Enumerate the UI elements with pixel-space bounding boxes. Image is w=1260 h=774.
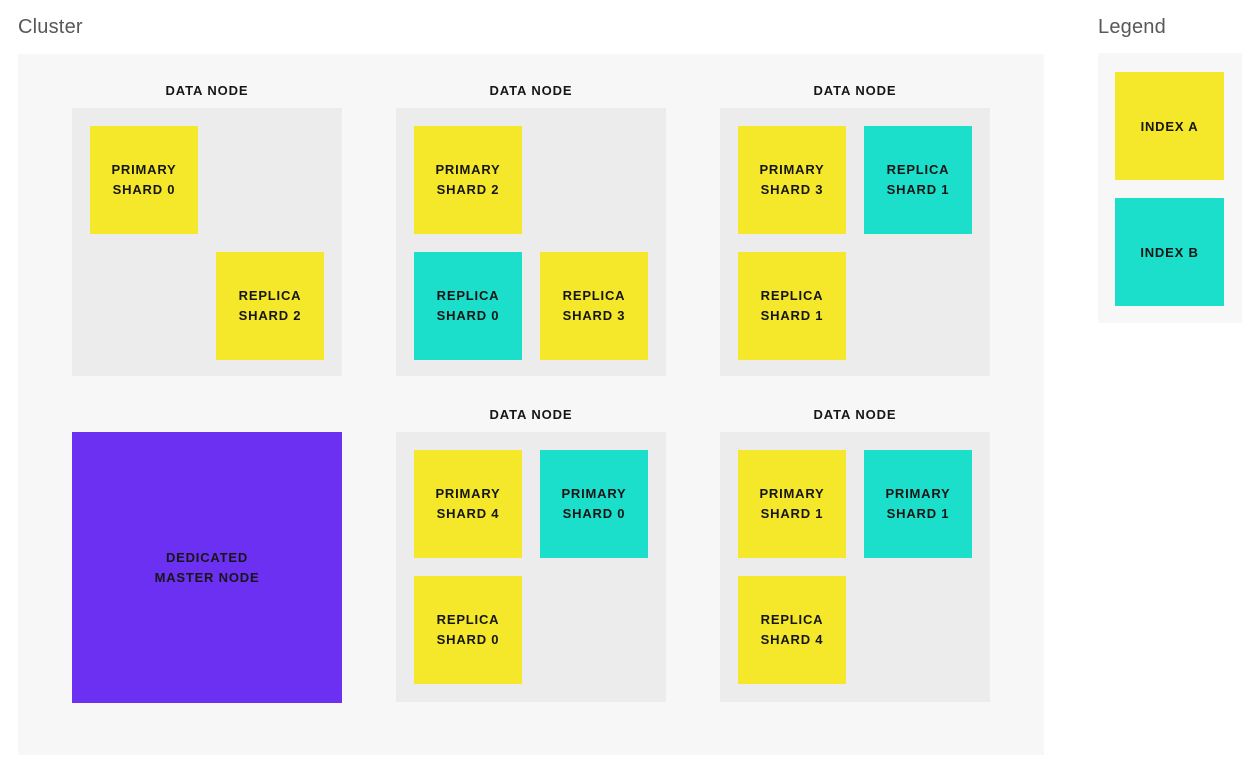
shard-label-line: PRIMARY: [759, 486, 825, 501]
shard-label-line: SHARD 4: [760, 632, 824, 647]
replica-shard-4: REPLICA SHARD 4: [738, 576, 846, 684]
primary-shard-1-index-b: PRIMARY SHARD 1: [864, 450, 972, 558]
data-node-box-3: PRIMARY SHARD 3 REPLICA SHARD 1 REPLICA …: [720, 108, 990, 376]
replica-shard-0-index-a: REPLICA SHARD 0: [414, 576, 522, 684]
data-node-label: DATA NODE: [489, 407, 573, 422]
primary-shard-3: PRIMARY SHARD 3: [738, 126, 846, 234]
shard-label-line: REPLICA: [436, 612, 500, 627]
shard-label-line: REPLICA: [760, 288, 824, 303]
shard-label-line: SHARD 3: [760, 182, 824, 197]
legend-panel: INDEX A INDEX B: [1098, 53, 1242, 323]
data-node-label: DATA NODE: [813, 407, 897, 422]
data-node-label: DATA NODE: [489, 83, 573, 98]
replica-shard-0: REPLICA SHARD 0: [414, 252, 522, 360]
shard-label-line: SHARD 2: [436, 182, 500, 197]
primary-shard-4: PRIMARY SHARD 4: [414, 450, 522, 558]
cluster-title: Cluster: [18, 16, 83, 38]
shard-label-line: PRIMARY: [435, 162, 501, 177]
shard-label-line: SHARD 0: [112, 182, 176, 197]
dedicated-master-node: DEDICATED MASTER NODE: [72, 432, 342, 703]
data-node-box-4: PRIMARY SHARD 4 PRIMARY SHARD 0 REPLICA …: [396, 432, 666, 702]
shard-label-line: REPLICA: [886, 162, 950, 177]
primary-shard-0-index-b: PRIMARY SHARD 0: [540, 450, 648, 558]
data-node-label: DATA NODE: [813, 83, 897, 98]
replica-shard-1-index-a: REPLICA SHARD 1: [738, 252, 846, 360]
primary-shard-2: PRIMARY SHARD 2: [414, 126, 522, 234]
shard-label-line: SHARD 1: [760, 308, 824, 323]
legend-title: Legend: [1098, 16, 1166, 38]
shard-label-line: SHARD 0: [436, 308, 500, 323]
shard-label-line: REPLICA: [436, 288, 500, 303]
data-node-box-2: PRIMARY SHARD 2 REPLICA SHARD 0 REPLICA …: [396, 108, 666, 376]
replica-shard-1-index-b: REPLICA SHARD 1: [864, 126, 972, 234]
data-node-box-5: PRIMARY SHARD 1 PRIMARY SHARD 1 REPLICA …: [720, 432, 990, 702]
shard-label-line: SHARD 3: [562, 308, 626, 323]
shard-label-line: SHARD 1: [760, 506, 824, 521]
legend-item-label: INDEX B: [1140, 244, 1199, 260]
shard-label-line: SHARD 1: [886, 182, 950, 197]
shard-label-line: REPLICA: [238, 288, 302, 303]
shard-label-line: PRIMARY: [885, 486, 951, 501]
shard-label-line: REPLICA: [760, 612, 824, 627]
shard-label-line: SHARD 1: [886, 506, 950, 521]
shard-label-line: SHARD 2: [238, 308, 302, 323]
shard-label-line: SHARD 0: [562, 506, 626, 521]
shard-label-line: PRIMARY: [759, 162, 825, 177]
master-node-label-line: DEDICATED: [165, 549, 249, 565]
legend-item-index-b: INDEX B: [1115, 198, 1224, 306]
shard-label-line: PRIMARY: [561, 486, 627, 501]
data-node-box-1: PRIMARY SHARD 0 REPLICA SHARD 2: [72, 108, 342, 376]
shard-label-line: PRIMARY: [435, 486, 501, 501]
cluster-panel: DATA NODE DATA NODE DATA NODE DATA NODE …: [18, 54, 1044, 755]
legend-item-index-a: INDEX A: [1115, 72, 1224, 180]
master-node-label-line: MASTER NODE: [154, 569, 260, 585]
legend-item-label: INDEX A: [1140, 118, 1199, 134]
primary-shard-1-index-a: PRIMARY SHARD 1: [738, 450, 846, 558]
primary-shard-0: PRIMARY SHARD 0: [90, 126, 198, 234]
replica-shard-2: REPLICA SHARD 2: [216, 252, 324, 360]
data-node-label: DATA NODE: [165, 83, 249, 98]
shard-label-line: REPLICA: [562, 288, 626, 303]
shard-label-line: SHARD 0: [436, 632, 500, 647]
shard-label-line: SHARD 4: [436, 506, 500, 521]
replica-shard-3: REPLICA SHARD 3: [540, 252, 648, 360]
shard-label-line: PRIMARY: [111, 162, 177, 177]
